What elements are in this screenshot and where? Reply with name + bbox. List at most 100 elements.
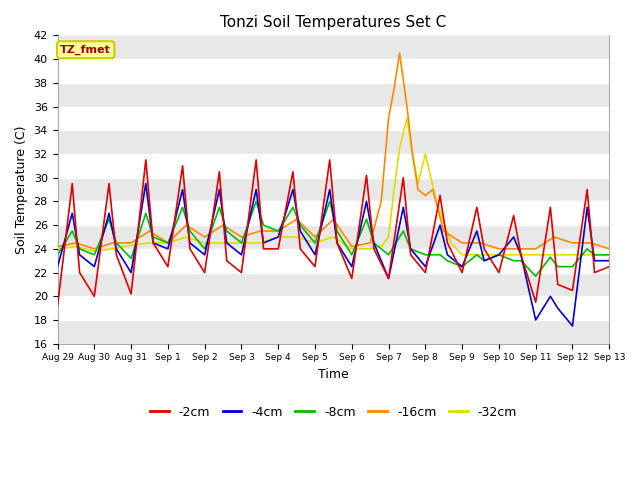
- -8cm: [532, 273, 540, 279]
- -2cm: [385, 276, 392, 281]
- -4cm: [591, 258, 598, 264]
- -32cm: [390, 187, 398, 192]
- -32cm: [408, 151, 416, 157]
- -8cm: [164, 240, 172, 246]
- -32cm: [127, 242, 135, 248]
- -16cm: [292, 216, 300, 222]
- -8cm: [289, 204, 297, 210]
- -2cm: [127, 291, 135, 297]
- -32cm: [220, 240, 227, 246]
- -2cm: [149, 240, 157, 246]
- -32cm: [237, 240, 245, 246]
- -4cm: [481, 258, 488, 264]
- -32cm: [275, 234, 282, 240]
- -2cm: [179, 163, 186, 168]
- -2cm: [216, 169, 223, 175]
- -2cm: [517, 252, 525, 258]
- -32cm: [513, 252, 521, 258]
- -4cm: [296, 228, 304, 234]
- -8cm: [311, 240, 319, 246]
- Text: TZ_fmet: TZ_fmet: [60, 45, 111, 55]
- -8cm: [407, 246, 415, 252]
- -8cm: [142, 210, 150, 216]
- Bar: [58, 36, 609, 59]
- -32cm: [447, 240, 455, 246]
- -8cm: [252, 199, 260, 204]
- -2cm: [76, 270, 83, 276]
- -16cm: [378, 199, 385, 204]
- -2cm: [510, 213, 518, 218]
- -8cm: [605, 252, 613, 258]
- -4cm: [68, 210, 76, 216]
- -4cm: [370, 240, 378, 246]
- -2cm: [142, 157, 150, 163]
- -32cm: [54, 246, 61, 252]
- -2cm: [422, 270, 429, 276]
- -4cm: [275, 234, 282, 240]
- -8cm: [186, 228, 194, 234]
- -8cm: [237, 240, 245, 246]
- -2cm: [164, 264, 172, 270]
- -16cm: [164, 240, 172, 246]
- -2cm: [481, 246, 488, 252]
- -16cm: [348, 244, 356, 250]
- -4cm: [164, 246, 172, 252]
- -32cm: [587, 252, 595, 258]
- -4cm: [252, 187, 260, 192]
- -4cm: [186, 240, 194, 246]
- -2cm: [458, 270, 466, 276]
- -32cm: [422, 151, 429, 157]
- -2cm: [275, 246, 282, 252]
- -8cm: [422, 252, 429, 258]
- -32cm: [433, 199, 440, 204]
- -2cm: [407, 252, 415, 258]
- -4cm: [583, 204, 591, 210]
- -2cm: [54, 303, 61, 309]
- -8cm: [326, 199, 333, 204]
- -8cm: [517, 258, 525, 264]
- -2cm: [554, 282, 561, 288]
- Line: -8cm: -8cm: [58, 202, 609, 276]
- -2cm: [605, 264, 613, 270]
- -32cm: [477, 252, 484, 258]
- X-axis label: Time: Time: [318, 368, 349, 381]
- -8cm: [275, 228, 282, 234]
- -8cm: [554, 264, 561, 270]
- -2cm: [68, 181, 76, 187]
- -16cm: [414, 187, 422, 192]
- -16cm: [568, 240, 576, 246]
- -4cm: [473, 228, 481, 234]
- -16cm: [311, 234, 319, 240]
- -4cm: [326, 187, 333, 192]
- -4cm: [105, 210, 113, 216]
- Line: -2cm: -2cm: [58, 160, 609, 306]
- Line: -4cm: -4cm: [58, 184, 609, 326]
- -8cm: [385, 252, 392, 258]
- -2cm: [296, 246, 304, 252]
- -16cm: [605, 246, 613, 252]
- -16cm: [513, 246, 521, 252]
- -16cm: [182, 222, 190, 228]
- -2cm: [223, 258, 230, 264]
- -4cm: [568, 323, 576, 329]
- -16cm: [408, 151, 416, 157]
- -2cm: [105, 181, 113, 187]
- -2cm: [363, 172, 371, 178]
- -16cm: [90, 246, 98, 252]
- -4cm: [407, 246, 415, 252]
- -8cm: [113, 240, 120, 246]
- -8cm: [458, 264, 466, 270]
- -4cm: [458, 264, 466, 270]
- -8cm: [76, 246, 83, 252]
- -32cm: [146, 240, 154, 246]
- -32cm: [532, 252, 540, 258]
- -8cm: [127, 255, 135, 261]
- -4cm: [399, 204, 407, 210]
- -4cm: [149, 240, 157, 246]
- -4cm: [385, 276, 392, 281]
- -8cm: [260, 222, 268, 228]
- -16cm: [330, 216, 337, 222]
- -16cm: [220, 222, 227, 228]
- -32cm: [201, 240, 209, 246]
- -2cm: [252, 157, 260, 163]
